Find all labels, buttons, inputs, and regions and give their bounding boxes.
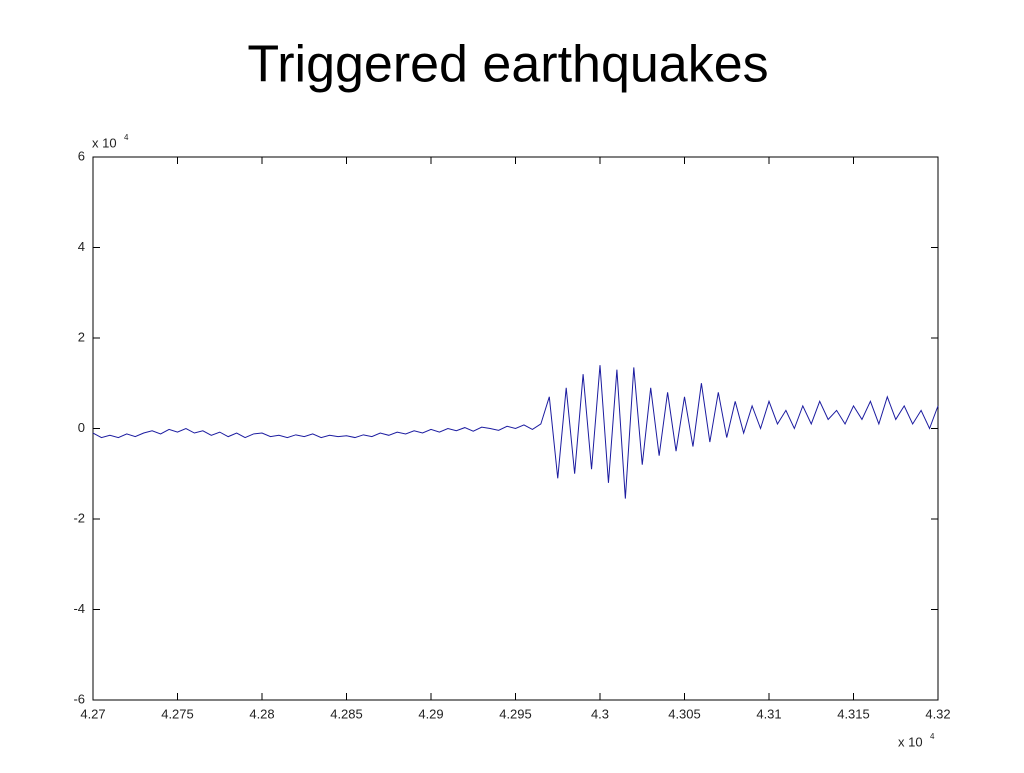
x-tick-label: 4.31 [756,706,781,721]
y-tick-label: 2 [78,329,85,344]
series-line [92,365,939,499]
y-multiplier: x 10 [92,135,117,150]
x-tick-label: 4.275 [161,706,194,721]
x-tick-label: 4.29 [418,706,443,721]
y-tick-label: 4 [78,239,85,254]
y-tick-label: -4 [73,601,85,616]
y-tick-label: 6 [78,148,85,163]
y-tick-label: 0 [78,420,85,435]
chart-title: Triggered earthquakes [247,36,768,94]
y-tick-label: -2 [73,510,85,525]
x-tick-label: 4.28 [249,706,274,721]
x-multiplier: x 10 [898,734,923,749]
y-tick-label: -6 [73,691,85,706]
x-tick-label: 4.285 [330,706,363,721]
x-multiplier-exponent: 4 [930,732,935,741]
x-tick-label: 4.305 [668,706,701,721]
x-tick-label: 4.32 [925,706,950,721]
y-multiplier-exponent: 4 [124,133,129,142]
x-tick-label: 4.295 [499,706,532,721]
x-tick-label: 4.3 [591,706,609,721]
x-tick-label: 4.27 [80,706,105,721]
x-tick-label: 4.315 [837,706,870,721]
